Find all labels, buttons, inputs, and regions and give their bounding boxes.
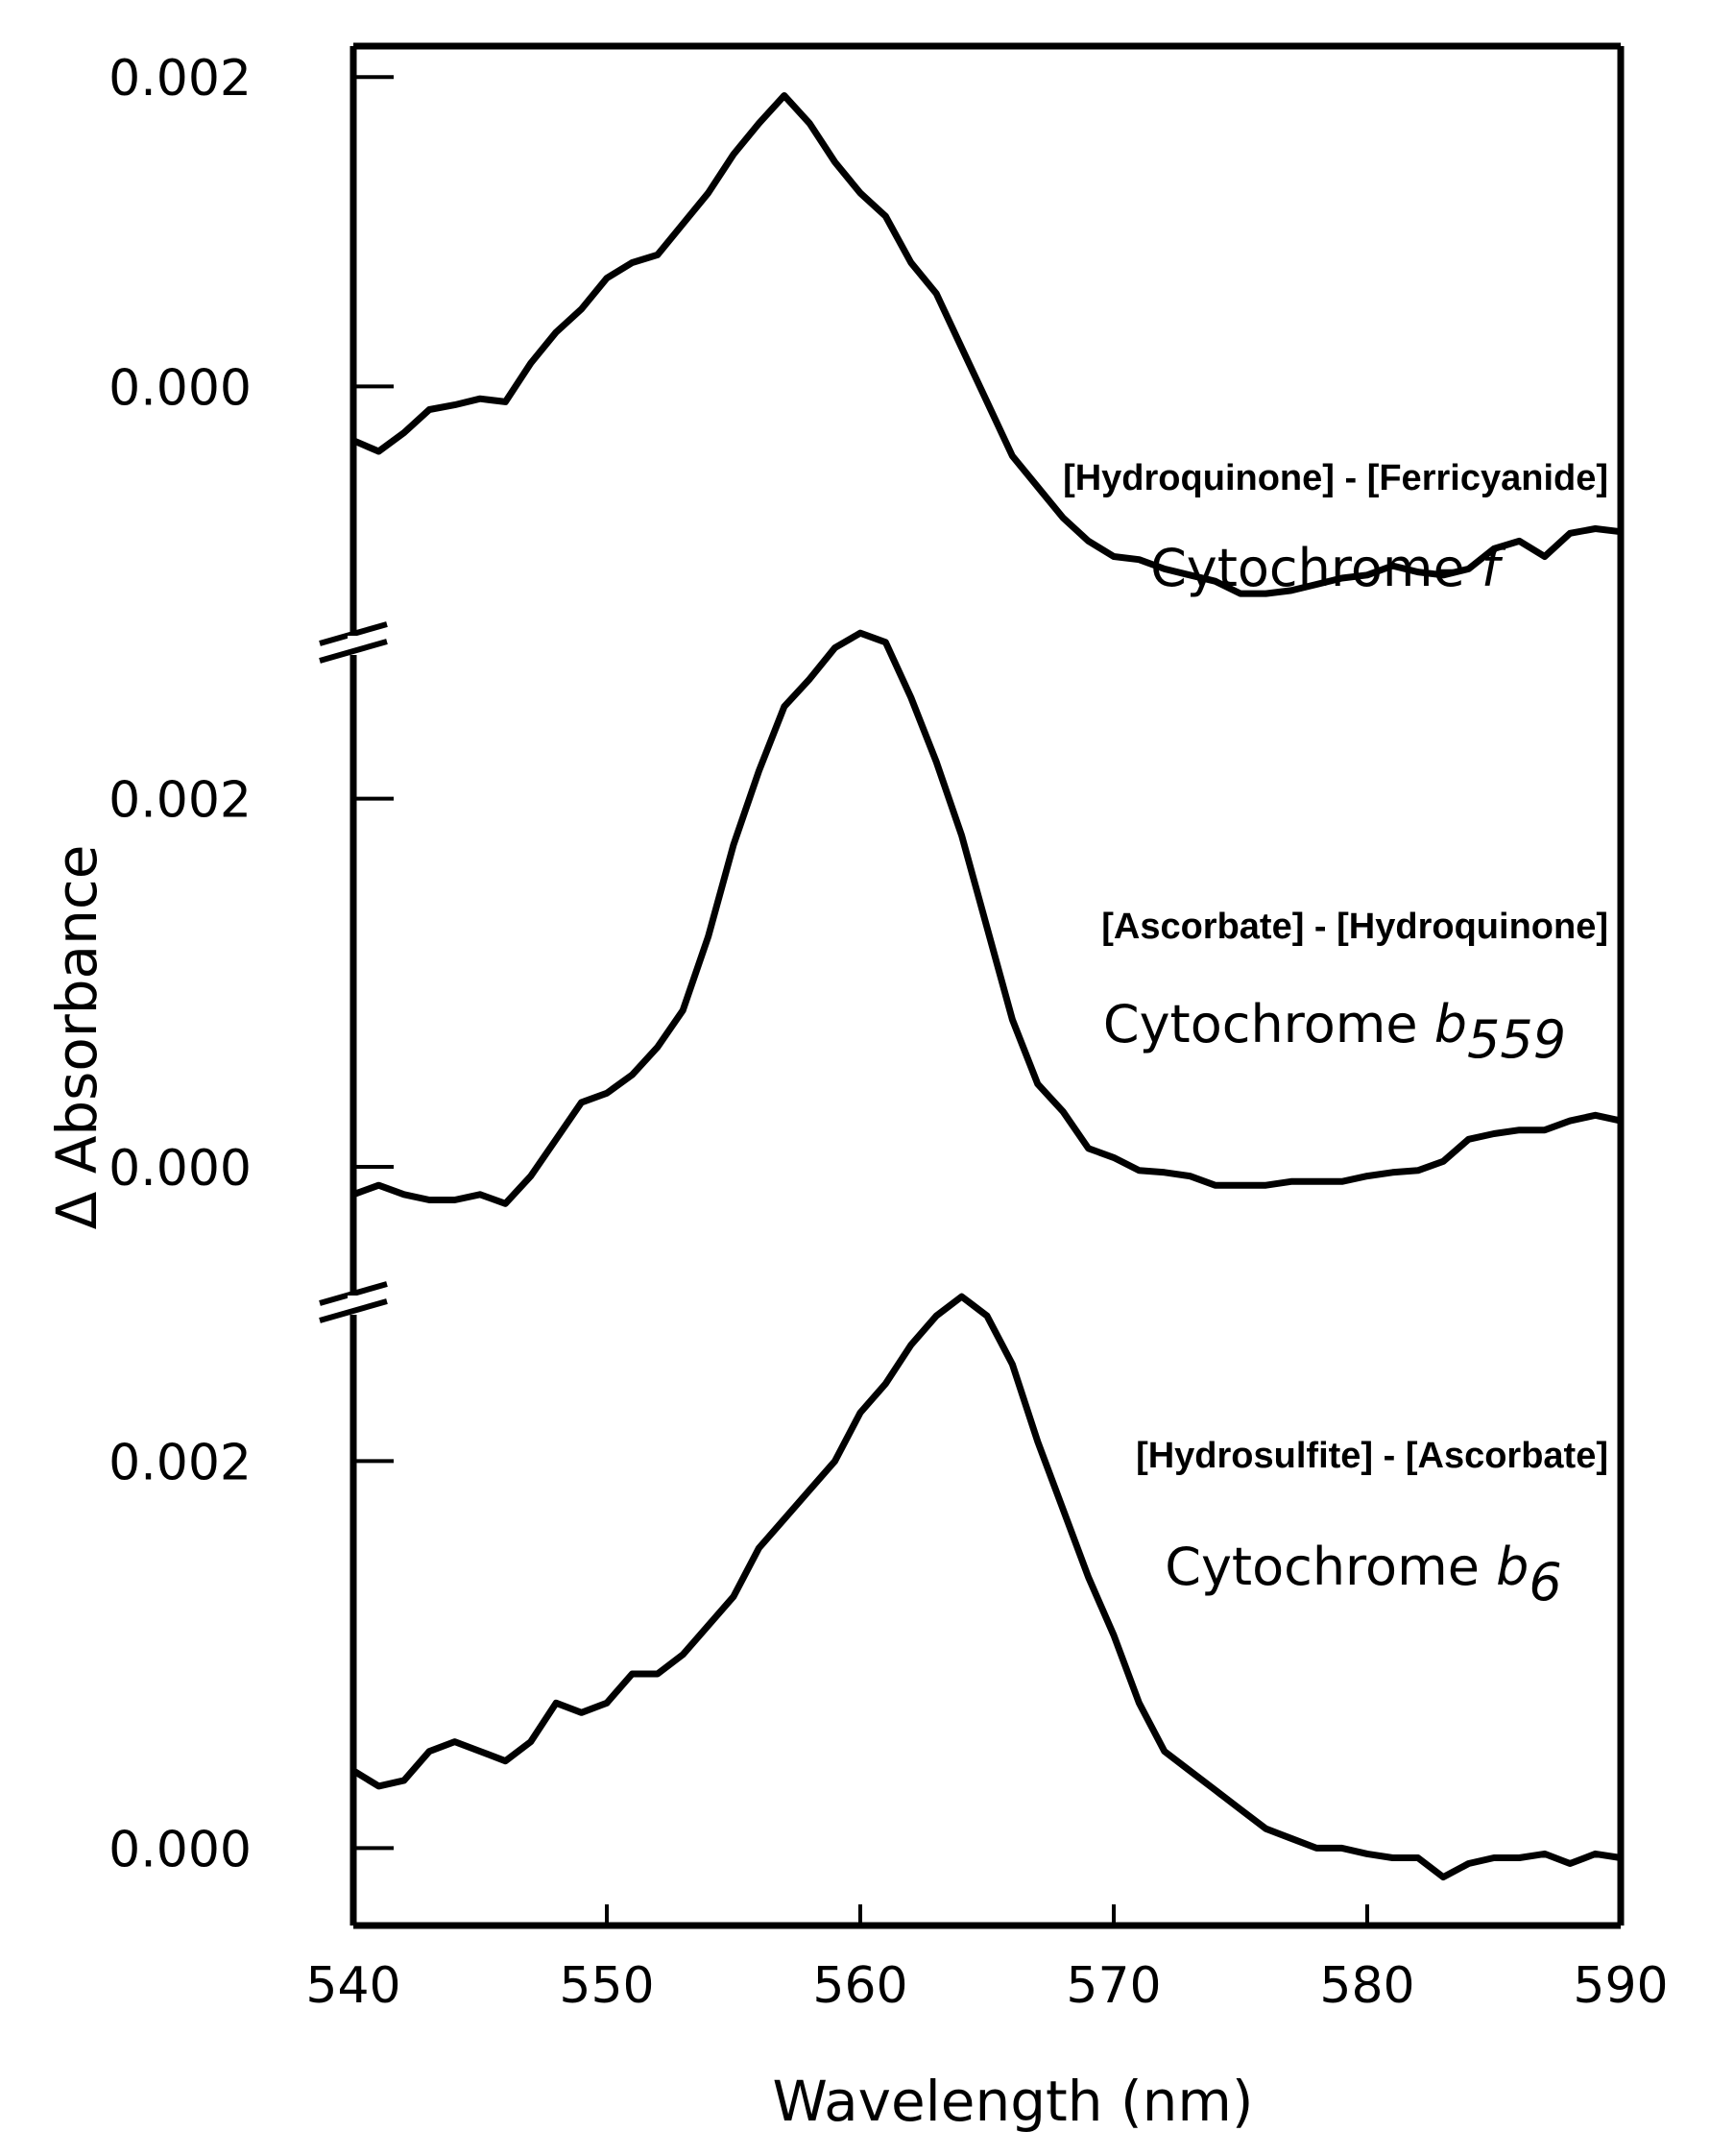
plot-frame (319, 42, 1625, 1929)
y-tick-label: 0.002 (108, 50, 252, 108)
x-axis-ticks: 540 550 560 570 580 590 (305, 1904, 1669, 2015)
x-tick-label: 570 (1066, 1957, 1161, 2015)
x-axis-title: Wavelength (nm) (772, 2069, 1253, 2134)
axis-break-mark (319, 621, 388, 646)
spectra-traces (349, 92, 1625, 1881)
y-tick-label: 0.002 (108, 772, 252, 830)
x-tick-label: 580 (1319, 1957, 1414, 2015)
cytochrome-label: Cytochrome b6 (1165, 1537, 1561, 1612)
axis-break-gap (348, 1296, 359, 1303)
x-tick-label: 590 (1573, 1957, 1668, 2015)
y-axis-title: Δ Absorbance (44, 845, 109, 1230)
y-tick-label: 0.002 (108, 1434, 252, 1491)
cytochrome-label: Cytochrome b559 (1103, 994, 1566, 1070)
panel-labels: [Hydroquinone] - [Ferricyanide] Cytochrom… (1063, 458, 1608, 1612)
condition-label: [Hydrosulfite] - [Ascorbate] (1136, 1436, 1608, 1476)
x-tick-label: 560 (812, 1957, 907, 2015)
axis-break-mark (319, 1281, 388, 1306)
condition-label: [Hydroquinone] - [Ferricyanide] (1063, 458, 1608, 498)
spectrum-line (349, 92, 1625, 597)
y-tick-label: 0.000 (108, 1140, 252, 1198)
condition-label: [Ascorbate] - [Hydroquinone] (1101, 907, 1608, 947)
spectrum-line (349, 1293, 1625, 1881)
y-axis-ticks: 0.002 0.000 0.002 0.000 0.002 0.000 (108, 50, 394, 1878)
x-tick-label: 550 (559, 1957, 654, 2015)
axis-break-gap (348, 636, 359, 643)
axis-break-mark (319, 639, 388, 664)
x-tick-label: 540 (305, 1957, 400, 2015)
y-tick-label: 0.000 (108, 359, 252, 417)
spectrum-line (349, 629, 1625, 1207)
y-tick-label: 0.000 (108, 1821, 252, 1878)
axis-break-mark (319, 1298, 388, 1323)
cytochrome-label: Cytochrome f (1150, 538, 1506, 598)
